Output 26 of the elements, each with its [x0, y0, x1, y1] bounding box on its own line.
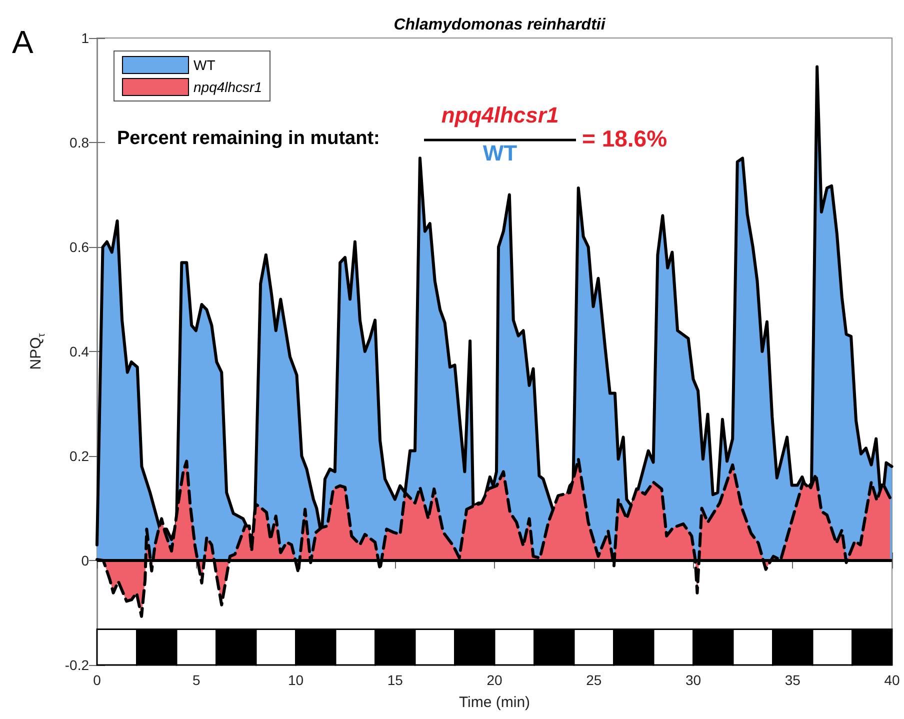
- annotation: Percent remaining in mutant:: [117, 128, 380, 149]
- x-axis-title: Time (min): [458, 694, 530, 711]
- x-tick-label: 5: [192, 672, 200, 688]
- legend-label: npq4lhcsr1: [194, 79, 262, 95]
- y-tick-label: 0.6: [70, 239, 90, 255]
- y-tick-label: 0.2: [70, 448, 90, 464]
- y-tick-label: -0.2: [64, 657, 90, 673]
- x-tick-label: 0: [93, 672, 102, 688]
- y-tick-label: 0: [81, 552, 90, 568]
- x-tick-label: 40: [884, 672, 900, 688]
- annotation: npq4lhcsr1: [441, 102, 559, 128]
- x-tick-label: 30: [685, 672, 702, 688]
- x-tick-label: 15: [387, 672, 404, 688]
- y-tick-label: 0.4: [70, 344, 90, 360]
- chart-title: Chlamydomonas reinhardtii: [394, 16, 606, 34]
- text: A: [12, 24, 34, 60]
- x-tick-label: 10: [288, 672, 304, 688]
- x-tick-label: 25: [586, 672, 602, 688]
- y-tick-label: 0.8: [70, 134, 90, 150]
- y-axis-title: NPQτ: [28, 333, 48, 370]
- legend-label: WT: [194, 57, 216, 73]
- x-tick-label: 35: [784, 672, 801, 688]
- annotation: WT: [482, 140, 518, 166]
- x-tick-label: 20: [486, 672, 502, 688]
- y-tick-label: 1: [81, 30, 90, 46]
- annotation: = 18.6%: [582, 126, 668, 152]
